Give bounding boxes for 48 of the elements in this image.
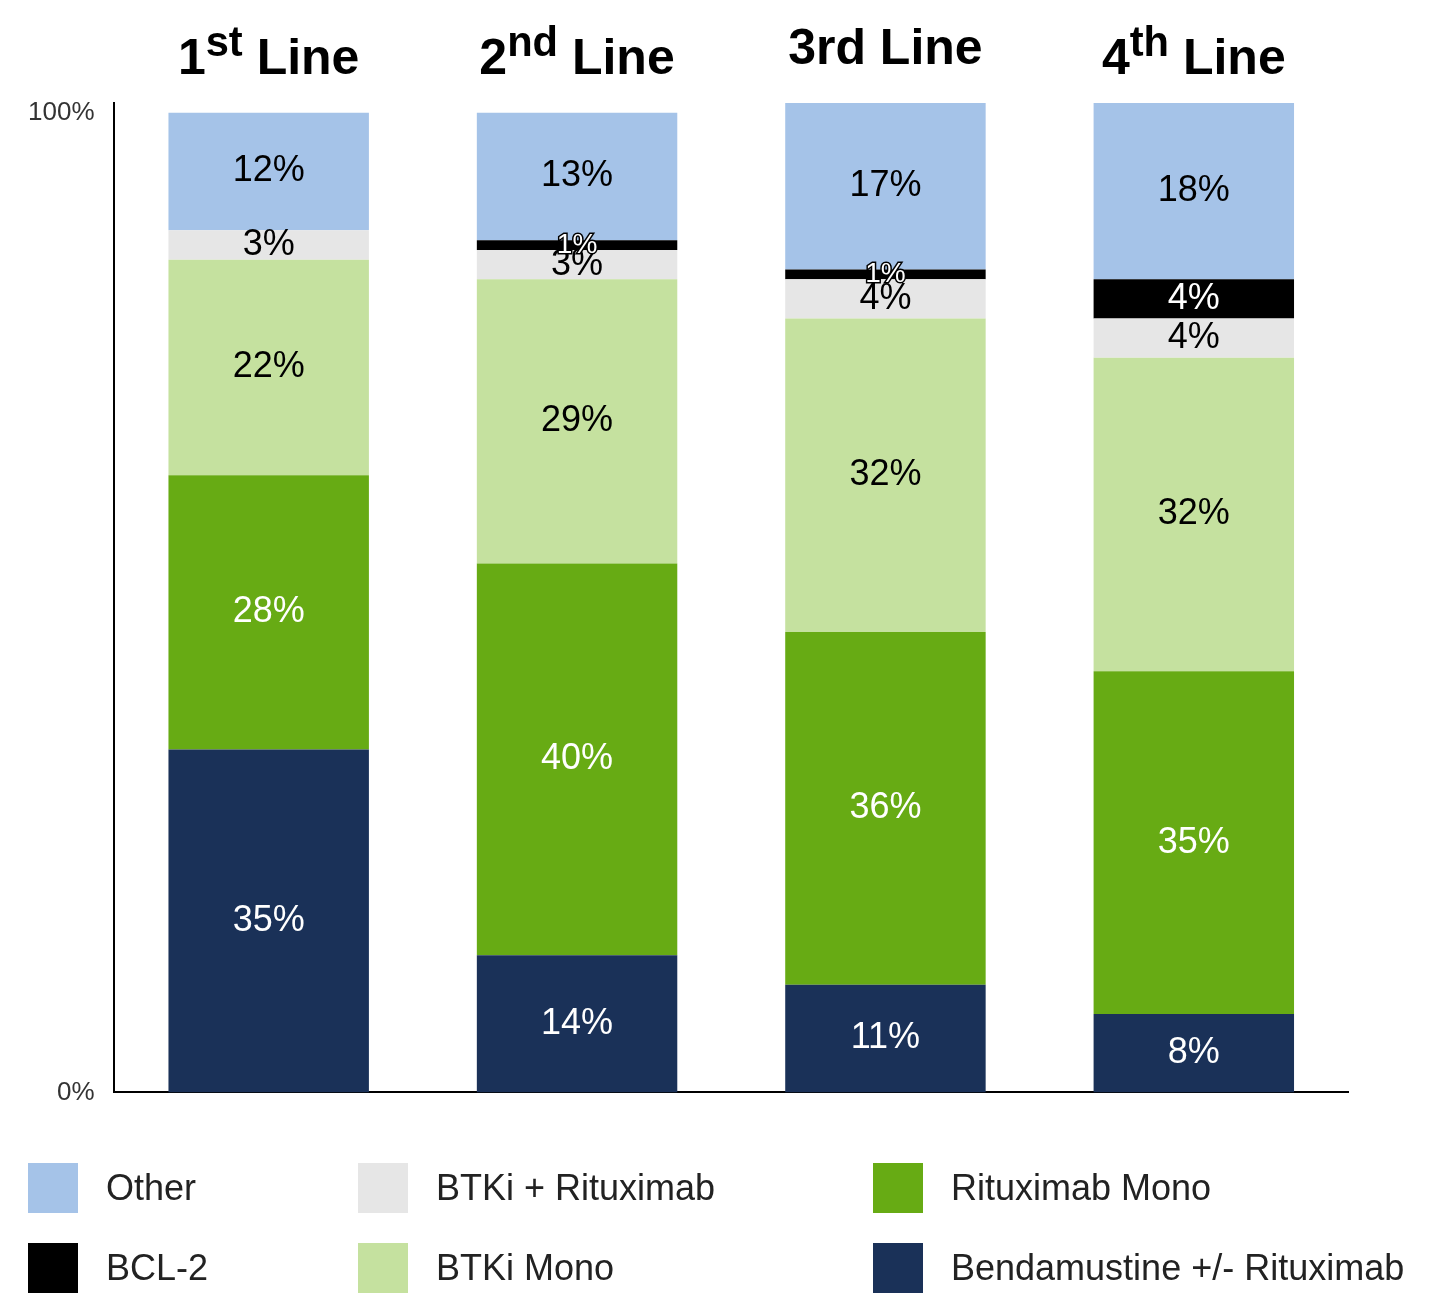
x-tick-label: 2$^{nd}$ Line — [478, 18, 676, 86]
bar — [168, 259, 369, 476]
legend-label: Other — [106, 1167, 197, 1209]
legend-label: BCL-2 — [106, 1247, 209, 1289]
data-label: 11% — [850, 1015, 921, 1057]
bar — [1093, 103, 1295, 280]
bar — [168, 749, 369, 1093]
data-label: 13% — [541, 153, 614, 195]
data-label: 32% — [1157, 491, 1230, 533]
data-label: 36% — [849, 785, 922, 827]
data-label: 3% — [242, 221, 295, 263]
data-label: 22% — [232, 344, 305, 386]
data-label: 14% — [541, 1000, 614, 1042]
legend-label: Bendamustine +/- Rituximab — [951, 1247, 1405, 1289]
bar — [1093, 318, 1295, 358]
legend-label: Rituximab Mono — [951, 1167, 1212, 1209]
bar — [785, 318, 986, 632]
bar — [476, 563, 678, 956]
data-label: 32% — [849, 452, 922, 494]
bar — [168, 475, 369, 750]
data-label: 12% — [232, 148, 305, 190]
bar — [1093, 1014, 1295, 1093]
x-tick-label: 3rd Line — [787, 18, 984, 76]
data-label: 35% — [1157, 819, 1230, 861]
bar — [168, 230, 369, 260]
data-label: 35% — [232, 897, 305, 939]
data-label: 8% — [1167, 1030, 1220, 1072]
bar — [1093, 671, 1295, 1015]
data-label: 17% — [849, 163, 922, 205]
y-tick-label: 0% — [56, 1075, 95, 1106]
data-label: 40% — [541, 736, 614, 778]
bar — [785, 631, 986, 985]
bar — [785, 984, 986, 1093]
legend-label: BTKi + Rituximab — [436, 1167, 716, 1209]
bar — [168, 112, 369, 231]
x-tick-label: 1$^{st}$ Line — [176, 18, 361, 86]
data-label: 4% — [1167, 275, 1220, 317]
bar — [476, 279, 678, 564]
x-tick-label: 4$^{th}$ Line — [1100, 18, 1287, 86]
bar — [476, 955, 678, 1093]
bar — [1093, 357, 1295, 672]
data-label: 28% — [232, 589, 305, 631]
legend-label: BTKi Mono — [436, 1247, 615, 1289]
data-label: 29% — [541, 398, 614, 440]
bar — [1093, 279, 1295, 319]
y-tick-label: 100% — [28, 95, 95, 126]
data-label: 4% — [1167, 315, 1220, 357]
data-label: 18% — [1157, 168, 1230, 210]
